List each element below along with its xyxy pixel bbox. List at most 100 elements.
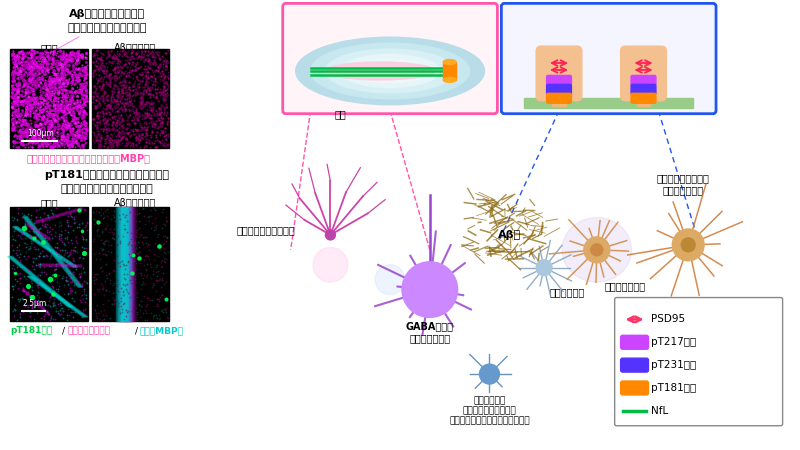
Ellipse shape [326,49,454,93]
Ellipse shape [313,248,348,282]
Text: グルタミン酸作動性
興奮性神経細胞: グルタミン酸作動性 興奮性神経細胞 [657,174,710,195]
Bar [132,207,134,321]
Text: 髓鷩（MBP）: 髓鷩（MBP） [140,326,184,335]
FancyBboxPatch shape [614,297,782,426]
FancyBboxPatch shape [621,46,666,101]
Bar [130,207,132,321]
FancyBboxPatch shape [631,84,656,94]
Text: NfL: NfL [651,406,669,416]
FancyBboxPatch shape [621,358,649,372]
Bar [126,207,129,321]
Text: パルブアルブミン陽性
抑制性神経細胞軸索: パルブアルブミン陽性 抑制性神経細胞軸索 [359,9,422,32]
Text: 2.5μm: 2.5μm [22,300,46,309]
Bar [119,207,122,321]
Bar [120,207,122,321]
FancyBboxPatch shape [631,93,656,103]
Bar [118,207,120,321]
Bar [129,207,130,321]
Text: /: / [134,326,138,335]
Bar [123,207,125,321]
Bar [127,207,130,321]
Bar [122,207,124,321]
Bar [121,207,123,321]
Bar [134,207,136,321]
Ellipse shape [353,59,427,83]
Ellipse shape [562,217,631,282]
Bar [552,86,566,106]
Ellipse shape [443,77,456,82]
FancyBboxPatch shape [546,76,571,86]
Ellipse shape [375,265,405,295]
Bar [125,207,126,321]
Text: pT181タウ: pT181タウ [10,326,53,335]
Bar [125,207,127,321]
Text: pT181タウ: pT181タウ [651,383,697,393]
Bar [10,207,88,321]
Text: 野生型: 野生型 [40,198,58,208]
Bar [121,207,122,321]
Ellipse shape [296,37,485,105]
Ellipse shape [340,54,440,87]
FancyBboxPatch shape [631,76,656,86]
Text: /: / [62,326,65,335]
Text: 無髓神経軸索
（コリン作動性神経）
（ノルアドレナリン作動性神経）: 無髓神経軸索 （コリン作動性神経） （ノルアドレナリン作動性神経） [449,396,530,426]
Ellipse shape [536,260,552,276]
Bar [443,62,456,80]
Bar [124,207,126,321]
Bar [118,207,119,321]
Bar [133,207,135,321]
Bar [126,207,127,321]
Text: オリゴデンドロサイト: オリゴデンドロサイト [237,225,296,235]
Bar [637,86,650,106]
Text: pT231タウ: pT231タウ [651,360,697,370]
Bar [524,98,693,108]
FancyBboxPatch shape [621,335,649,349]
Bar [119,207,121,321]
FancyBboxPatch shape [282,4,498,114]
Bar [126,207,128,321]
Bar [129,207,131,321]
Ellipse shape [479,364,499,384]
Bar [127,207,129,321]
Ellipse shape [682,238,695,252]
Text: 野生型: 野生型 [40,43,58,53]
Bar [128,207,130,321]
Ellipse shape [443,59,456,64]
Ellipse shape [326,62,434,80]
Bar [118,207,121,321]
Text: 髓鷩：ミエリン塩基性タンパク質（MBP）: 髓鷩：ミエリン塩基性タンパク質（MBP） [27,153,151,163]
Ellipse shape [310,43,470,99]
Text: ミクログリア: ミクログリア [549,288,584,297]
Text: PSD95: PSD95 [651,315,686,324]
FancyBboxPatch shape [621,381,649,395]
Ellipse shape [584,237,610,263]
Text: アストロサイト: アストロサイト [605,282,646,292]
Bar [114,207,117,321]
Text: Aβ斑: Aβ斑 [498,230,521,240]
Bar [130,207,131,321]
Bar [92,49,170,148]
Bar [116,207,118,321]
Ellipse shape [591,244,602,256]
FancyBboxPatch shape [502,4,716,114]
Bar [122,207,123,321]
Bar [10,49,88,148]
Text: Aβ病理モデル: Aβ病理モデル [114,43,156,53]
Text: GABA作動性
抑制性神経細胞: GABA作動性 抑制性神経細胞 [406,321,454,343]
Bar [92,207,170,321]
Bar [126,207,128,321]
Text: Aβ病理モデルマウスの
大脳皮質で髓鷩が減少する: Aβ病理モデルマウスの 大脳皮質で髓鷩が減少する [67,9,146,32]
Text: pT217タウ: pT217タウ [651,337,697,347]
Text: Aβ病理モデル: Aβ病理モデル [114,198,156,208]
Bar [122,207,124,321]
Bar [130,207,132,321]
Bar [118,207,120,321]
Bar [130,207,133,321]
Text: 髓鷩: 髓鷩 [334,109,346,119]
FancyBboxPatch shape [536,46,582,101]
Text: パルブアルブミン: パルブアルブミン [67,326,110,335]
FancyBboxPatch shape [546,84,571,94]
Bar [117,207,118,321]
Bar [128,207,130,321]
Bar [131,207,133,321]
